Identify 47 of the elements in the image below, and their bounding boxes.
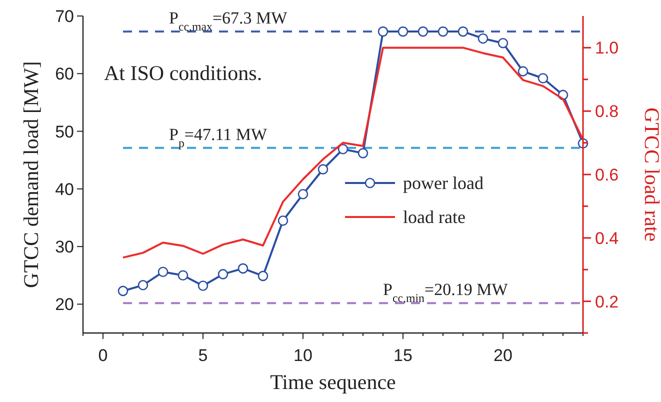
y2-tick-label: 0.8 [595,102,619,122]
point [478,33,488,44]
point [378,26,388,37]
x-tick-label: 10 [294,346,312,365]
y-tick-label: 20 [55,295,74,314]
point [338,144,348,154]
x-tick-label: 15 [394,346,412,365]
point [518,66,528,76]
point [458,26,468,37]
x-tick-label: 5 [198,346,208,365]
point [398,26,408,37]
point [118,286,128,296]
x-tick-label: 0 [98,346,108,365]
point [538,73,548,84]
point [318,164,328,174]
ref-line-label: P$_{cc,min}$=20.19 MW [383,280,509,306]
y2-tick-label: 0.4 [595,228,619,248]
x-tick-label: 20 [494,346,512,365]
point [498,38,508,48]
annotation: At ISO conditions. [104,61,262,85]
y2-tick-label: 0.6 [595,166,619,184]
y-tick-label: 70 [55,7,74,26]
y-tick-label: 60 [55,64,74,84]
y-tick-label: 40 [55,180,74,199]
legend-label: load rate [403,207,466,227]
ref-line-label: P$_{p}$=47.11 MW [169,124,268,150]
point [258,270,268,282]
point [218,269,228,280]
point [298,188,308,200]
y-axis-title: GTCC demand load [MW] [19,61,43,288]
point [198,280,208,291]
y2-tick-label: 0.2 [595,292,619,312]
y2-tick-label: 1.0 [595,38,619,58]
y2-axis-title: GTCC load rate [640,107,661,242]
y-tick-label: 50 [55,122,74,142]
point [418,26,428,37]
x-axis-title: Time sequence [270,370,396,394]
point [238,263,248,274]
point [158,266,168,278]
legend-label: power load [403,173,484,193]
point [278,215,288,226]
point [138,280,148,290]
point [438,26,448,37]
ref-line-label: P$_{cc,max}$=67.3 MW [169,8,288,34]
point [358,148,368,158]
y-tick-label: 30 [55,238,74,257]
point [178,270,188,281]
